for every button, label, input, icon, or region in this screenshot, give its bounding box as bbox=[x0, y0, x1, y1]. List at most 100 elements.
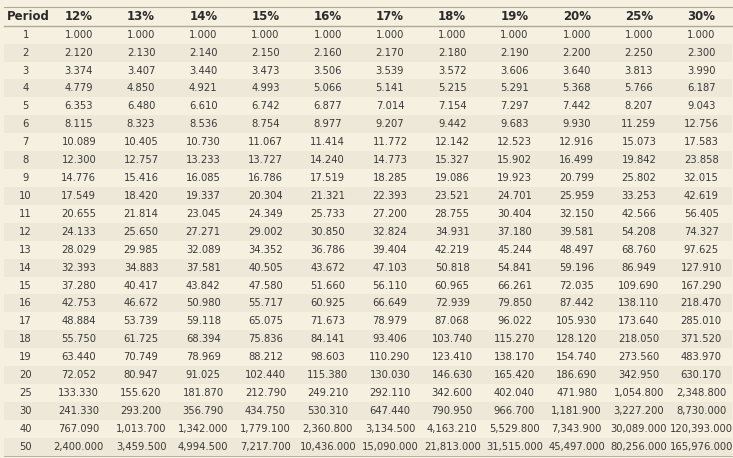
Text: 18.285: 18.285 bbox=[372, 173, 408, 183]
Text: 80,256.000: 80,256.000 bbox=[611, 442, 667, 452]
Text: 1,013.700: 1,013.700 bbox=[116, 424, 166, 434]
Text: 65.075: 65.075 bbox=[248, 316, 283, 327]
Bar bbox=[4, 223, 732, 241]
Text: 155.620: 155.620 bbox=[120, 388, 162, 398]
Text: 9.683: 9.683 bbox=[500, 119, 528, 129]
Text: 3.813: 3.813 bbox=[625, 65, 653, 76]
Text: 1: 1 bbox=[23, 30, 29, 40]
Text: 20.799: 20.799 bbox=[559, 173, 594, 183]
Text: 4,163.210: 4,163.210 bbox=[427, 424, 477, 434]
Text: 10.730: 10.730 bbox=[186, 137, 221, 147]
Text: 7.154: 7.154 bbox=[438, 101, 466, 111]
Text: 15: 15 bbox=[19, 280, 32, 290]
Text: 19%: 19% bbox=[501, 10, 528, 23]
Bar bbox=[4, 26, 732, 44]
Text: 21,813.000: 21,813.000 bbox=[424, 442, 481, 452]
Text: 42.566: 42.566 bbox=[622, 209, 657, 219]
Text: 402.040: 402.040 bbox=[494, 388, 535, 398]
Text: 6.480: 6.480 bbox=[127, 101, 155, 111]
Text: 29.002: 29.002 bbox=[248, 227, 283, 237]
Text: 218.470: 218.470 bbox=[680, 299, 722, 308]
Text: 127.910: 127.910 bbox=[680, 262, 722, 273]
Text: 50.818: 50.818 bbox=[435, 262, 470, 273]
Text: 12.523: 12.523 bbox=[497, 137, 532, 147]
Text: 93.406: 93.406 bbox=[372, 334, 408, 344]
Bar bbox=[4, 44, 732, 61]
Text: 12.142: 12.142 bbox=[435, 137, 470, 147]
Text: 34.931: 34.931 bbox=[435, 227, 470, 237]
Text: 1.000: 1.000 bbox=[127, 30, 155, 40]
Text: 27.200: 27.200 bbox=[372, 209, 408, 219]
Text: 21.321: 21.321 bbox=[310, 191, 345, 201]
Text: 36.786: 36.786 bbox=[310, 245, 345, 255]
Text: 3,227.200: 3,227.200 bbox=[614, 406, 664, 416]
Text: 8.207: 8.207 bbox=[625, 101, 653, 111]
Text: 17.549: 17.549 bbox=[62, 191, 96, 201]
Text: 54.208: 54.208 bbox=[622, 227, 656, 237]
Text: 19.337: 19.337 bbox=[186, 191, 221, 201]
Text: 16.085: 16.085 bbox=[186, 173, 221, 183]
Text: 2.200: 2.200 bbox=[562, 48, 591, 58]
Text: 74.327: 74.327 bbox=[684, 227, 718, 237]
Text: 103.740: 103.740 bbox=[432, 334, 473, 344]
Text: 37.581: 37.581 bbox=[186, 262, 221, 273]
Text: 20.304: 20.304 bbox=[248, 191, 283, 201]
Text: 14%: 14% bbox=[189, 10, 217, 23]
Text: 45,497.000: 45,497.000 bbox=[548, 442, 605, 452]
Text: 18: 18 bbox=[19, 334, 32, 344]
Text: 78.969: 78.969 bbox=[185, 352, 221, 362]
Text: 19.842: 19.842 bbox=[622, 155, 656, 165]
Text: 6.353: 6.353 bbox=[65, 101, 93, 111]
Text: 80.947: 80.947 bbox=[124, 370, 158, 380]
Text: 37.180: 37.180 bbox=[497, 227, 532, 237]
Text: 115.380: 115.380 bbox=[307, 370, 348, 380]
Text: 12.756: 12.756 bbox=[684, 119, 719, 129]
Text: 16: 16 bbox=[19, 299, 32, 308]
Text: 293.200: 293.200 bbox=[120, 406, 161, 416]
Text: 4.993: 4.993 bbox=[251, 83, 280, 93]
Text: 434.750: 434.750 bbox=[245, 406, 286, 416]
Text: 25: 25 bbox=[19, 388, 32, 398]
Text: 3.572: 3.572 bbox=[438, 65, 466, 76]
Text: 133.330: 133.330 bbox=[59, 388, 99, 398]
Bar bbox=[4, 80, 732, 98]
Bar bbox=[4, 259, 732, 277]
Text: 8.536: 8.536 bbox=[189, 119, 218, 129]
Bar bbox=[4, 438, 732, 456]
Text: 33.253: 33.253 bbox=[622, 191, 656, 201]
Text: 1.000: 1.000 bbox=[189, 30, 218, 40]
Text: 1,054.800: 1,054.800 bbox=[614, 388, 664, 398]
Text: 34.883: 34.883 bbox=[124, 262, 158, 273]
Bar bbox=[4, 348, 732, 366]
Text: 78.979: 78.979 bbox=[372, 316, 408, 327]
Bar bbox=[4, 420, 732, 438]
Text: 54.841: 54.841 bbox=[497, 262, 532, 273]
Text: 2: 2 bbox=[23, 48, 29, 58]
Text: 17%: 17% bbox=[376, 10, 404, 23]
Text: 146.630: 146.630 bbox=[432, 370, 473, 380]
Text: 767.090: 767.090 bbox=[58, 424, 100, 434]
Text: 2.140: 2.140 bbox=[189, 48, 218, 58]
Text: 31,515.000: 31,515.000 bbox=[486, 442, 543, 452]
Text: 2,348.800: 2,348.800 bbox=[676, 388, 726, 398]
Text: 115.270: 115.270 bbox=[494, 334, 535, 344]
Text: 186.690: 186.690 bbox=[556, 370, 597, 380]
Text: 16.786: 16.786 bbox=[248, 173, 283, 183]
Text: Period: Period bbox=[7, 10, 49, 23]
Text: 6.742: 6.742 bbox=[251, 101, 280, 111]
Text: 30,089.000: 30,089.000 bbox=[611, 424, 667, 434]
Text: 40.417: 40.417 bbox=[124, 280, 158, 290]
Bar bbox=[4, 61, 732, 80]
Text: 11.259: 11.259 bbox=[622, 119, 657, 129]
Text: 3.374: 3.374 bbox=[65, 65, 93, 76]
Text: 30: 30 bbox=[20, 406, 32, 416]
Text: 13.727: 13.727 bbox=[248, 155, 283, 165]
Text: 20: 20 bbox=[19, 370, 32, 380]
Text: 790.950: 790.950 bbox=[432, 406, 473, 416]
Text: 50.980: 50.980 bbox=[186, 299, 221, 308]
Bar bbox=[4, 294, 732, 312]
Text: 342.600: 342.600 bbox=[432, 388, 473, 398]
Text: 12: 12 bbox=[19, 227, 32, 237]
Text: 9: 9 bbox=[23, 173, 29, 183]
Text: 3.539: 3.539 bbox=[376, 65, 404, 76]
